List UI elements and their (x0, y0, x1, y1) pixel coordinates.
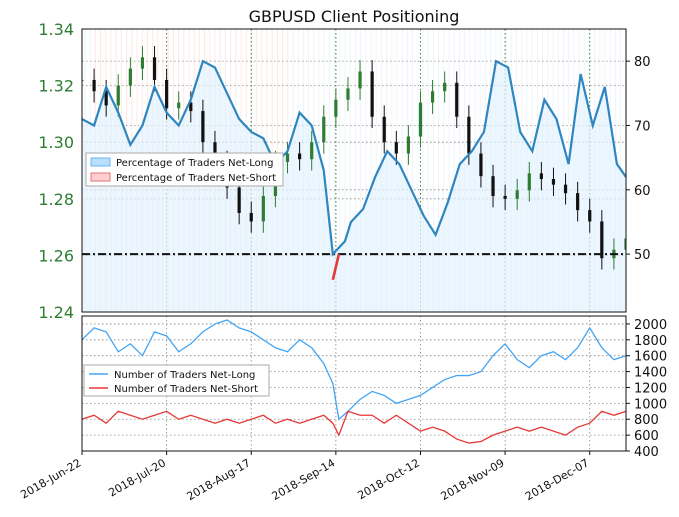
right-tick-label: 600 (634, 429, 659, 444)
candle-body (140, 57, 145, 69)
x-tick-label: 2018-Jun-22 (18, 456, 83, 501)
candle-body (104, 91, 108, 106)
price-panel-frame (81, 28, 627, 313)
candle-body (285, 153, 290, 163)
candle-body (600, 221, 604, 259)
candle-body (116, 85, 120, 106)
candle-body (418, 102, 423, 137)
left-tick-label: 1.24 (38, 303, 74, 322)
candle-body (382, 116, 386, 143)
chart-title: GBPUSD Client Positioning (249, 7, 460, 26)
legend-swatch-net-long (90, 157, 111, 167)
candle-body (177, 102, 181, 109)
net-long-area (82, 61, 626, 312)
left-tick-label: 1.32 (38, 77, 74, 96)
right-axis-ticks-percentage: 50 60 70 80 (626, 55, 651, 263)
net-long-percentage-line (82, 59, 626, 257)
candle-body (394, 142, 398, 154)
candle-body (261, 195, 265, 222)
candle-body (322, 116, 326, 143)
right-tick-label: 1200 (634, 381, 667, 396)
candle-body (334, 99, 338, 117)
x-tick-label: 2018-Sep-14 (270, 456, 338, 503)
candle-body (201, 111, 205, 143)
right-tick-label: 80 (634, 55, 651, 70)
right-tick-label: 1600 (634, 350, 667, 365)
candle-body (128, 68, 132, 86)
candle-body (563, 184, 568, 194)
candle-body (406, 136, 410, 154)
candle-body (539, 173, 543, 179)
right-tick-label: 1400 (634, 366, 667, 381)
left-tick-label: 1.28 (38, 190, 74, 209)
candle-body (491, 176, 495, 196)
x-tick-label: 2018-Aug-17 (185, 456, 253, 503)
right-tick-label: 60 (634, 184, 651, 199)
right-tick-label: 1000 (634, 397, 667, 412)
candle-body (213, 142, 217, 163)
left-tick-label: 1.30 (38, 133, 74, 152)
right-tick-label: 400 (634, 445, 659, 460)
price-candles (82, 45, 626, 270)
net-short-count-line (82, 410, 626, 444)
x-tick-label: 2018-Nov-09 (439, 456, 507, 503)
candle-body (503, 195, 507, 199)
candle-body (576, 193, 580, 211)
right-tick-label: 70 (634, 119, 651, 134)
price-panel: 1.24 1.26 1.28 1.30 1.32 1.34 50 60 70 80 Percen… (38, 20, 650, 322)
net-short-percentage-line (331, 253, 341, 281)
legend-label-count-short: Number of Traders Net-Short (114, 384, 258, 395)
legend-swatch-net-short (90, 172, 111, 182)
percentage-legend: Percentage of Traders Net-Long Percentag… (85, 152, 284, 187)
right-tick-label: 50 (634, 248, 651, 263)
candle-body (551, 178, 556, 185)
candle-body (298, 153, 302, 160)
legend-label-net-long: Percentage of Traders Net-Long (116, 158, 274, 169)
count-legend: Number of Traders Net-Long Number of Tra… (83, 364, 270, 397)
percentage-legend-box (85, 152, 284, 187)
candle-body (479, 153, 483, 177)
legend-label-count-long: Number of Traders Net-Long (114, 370, 255, 381)
candle-body (189, 102, 193, 112)
candle-body (165, 79, 169, 109)
x-tick-label: 2018-Jul-20 (106, 456, 168, 499)
candle-body (515, 190, 519, 199)
trader-count-lines (82, 319, 626, 444)
candle-body (467, 116, 471, 154)
right-tick-label: 2000 (634, 318, 667, 333)
candle-body (443, 82, 447, 92)
candle-body (624, 238, 626, 250)
candle-body (455, 82, 459, 117)
left-tick-label: 1.26 (38, 246, 74, 265)
candle-body (92, 79, 96, 92)
candle-body (249, 212, 253, 222)
candle-body (152, 57, 157, 80)
right-tick-label: 1800 (634, 334, 667, 349)
candle-body (430, 91, 435, 103)
trader-count-panel-frame (81, 315, 627, 452)
candle-body (588, 210, 592, 222)
left-tick-label: 1.34 (38, 20, 74, 39)
candle-body (237, 187, 241, 213)
candle-body (527, 173, 531, 191)
candle-body (346, 88, 350, 100)
candle-body (82, 79, 84, 81)
right-tick-label: 800 (634, 413, 659, 428)
net-long-area-fill (82, 61, 626, 312)
candle-body (310, 142, 314, 160)
candle-body (370, 71, 374, 117)
x-tick-label: 2018-Dec-07 (523, 456, 591, 503)
legend-label-net-short: Percentage of Traders Net-Short (116, 173, 276, 184)
left-axis-ticks: 1.24 1.26 1.28 1.30 1.32 1.34 (38, 20, 74, 322)
x-tick-label: 2018-Oct-12 (356, 456, 422, 502)
percentage-lines (82, 59, 626, 281)
x-axis-ticks: 2018-Jun-22 2018-Jul-20 2018-Aug-17 2018-Se… (18, 451, 591, 503)
candle-body (358, 71, 362, 89)
trader-count-grid (82, 316, 626, 451)
count-legend-box (83, 364, 270, 397)
